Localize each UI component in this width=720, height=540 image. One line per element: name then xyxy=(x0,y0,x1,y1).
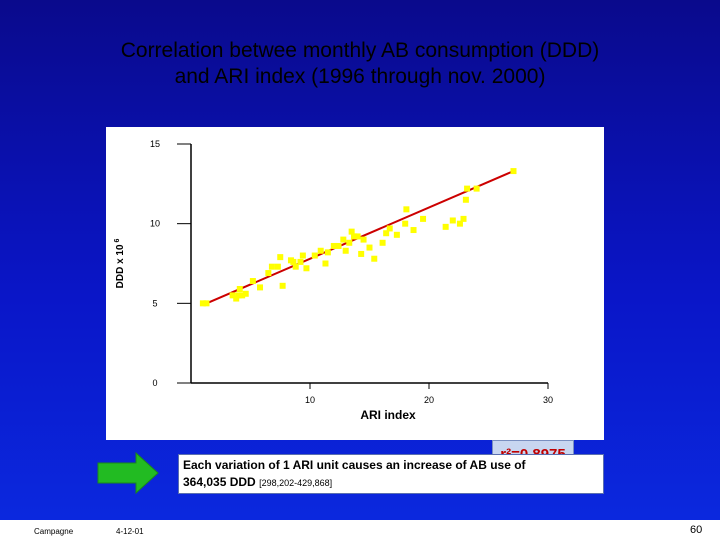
data-point xyxy=(460,215,467,222)
explanation-note: Each variation of 1 ARI unit causes an i… xyxy=(178,454,604,494)
data-point xyxy=(277,254,284,261)
data-point xyxy=(410,227,417,234)
data-point xyxy=(268,263,275,270)
data-point xyxy=(510,168,517,175)
scatter-chart: 0 5 10 15 10 20 30 ARI index DDD x 10 6 xyxy=(114,139,553,422)
data-point xyxy=(311,252,318,259)
data-point xyxy=(383,230,390,237)
page-number: 60 xyxy=(690,524,703,536)
data-point xyxy=(233,295,240,302)
data-point xyxy=(462,196,469,203)
data-point xyxy=(393,231,400,238)
data-point xyxy=(249,278,256,285)
y-tick-label: 5 xyxy=(152,298,157,308)
note-line-2: 364,035 DDD [298,202-429,868] xyxy=(183,474,599,492)
data-point xyxy=(346,239,353,246)
page-title: Correlation betwee monthly AB consumptio… xyxy=(40,38,680,90)
data-point xyxy=(324,249,331,256)
y-axis-label-text: DDD x 10 xyxy=(115,244,126,288)
data-point xyxy=(303,265,310,272)
data-point xyxy=(199,300,206,307)
data-point xyxy=(279,282,286,289)
right-arrow-icon xyxy=(96,451,160,495)
data-point xyxy=(386,225,393,232)
data-point xyxy=(239,292,246,299)
data-point xyxy=(290,258,297,265)
data-point xyxy=(292,263,299,270)
data-point xyxy=(351,233,358,240)
data-point xyxy=(402,220,409,227)
data-point xyxy=(257,284,264,291)
data-point xyxy=(299,252,306,259)
x-tick-label: 10 xyxy=(305,395,315,405)
y-tick-label: 0 xyxy=(152,378,157,388)
data-point xyxy=(371,255,378,262)
data-point xyxy=(265,270,272,277)
y-axis-label-superscript: 6 xyxy=(114,239,121,245)
footer-author: Campagne xyxy=(34,527,74,536)
data-point xyxy=(449,217,456,224)
data-point xyxy=(464,185,471,192)
data-point xyxy=(442,223,449,230)
data-point xyxy=(366,244,373,251)
data-point xyxy=(360,236,367,243)
data-point xyxy=(203,300,210,307)
data-point xyxy=(456,220,463,227)
footer-bar xyxy=(0,520,720,540)
data-point xyxy=(379,239,386,246)
data-point xyxy=(229,292,236,299)
data-point xyxy=(354,233,361,240)
data-point xyxy=(358,250,365,257)
data-point xyxy=(236,285,243,292)
data-point xyxy=(235,292,242,299)
data-point xyxy=(317,247,324,254)
data-point xyxy=(242,290,249,297)
title-line-2: and ARI index (1996 through nov. 2000) xyxy=(174,65,546,88)
data-point xyxy=(403,206,410,213)
data-point xyxy=(274,263,281,270)
y-tick-label: 15 xyxy=(150,139,160,149)
x-tick-label: 30 xyxy=(543,395,553,405)
data-point xyxy=(330,242,337,249)
y-tick-label: 10 xyxy=(150,219,160,229)
data-point xyxy=(348,228,355,235)
note-value: 364,035 DDD xyxy=(183,475,256,489)
data-point xyxy=(322,260,329,267)
data-point xyxy=(420,215,427,222)
data-point xyxy=(473,185,480,192)
note-line-1: Each variation of 1 ARI unit causes an i… xyxy=(183,458,526,472)
y-axis-label: DDD x 10 6 xyxy=(114,239,126,289)
footer-date: 4-12-01 xyxy=(116,527,144,536)
data-point xyxy=(340,236,347,243)
title-line-1: Correlation betwee monthly AB consumptio… xyxy=(120,39,600,62)
data-point xyxy=(335,242,342,249)
x-tick-label: 20 xyxy=(424,395,434,405)
data-point xyxy=(297,258,304,265)
note-interval: [298,202-429,868] xyxy=(259,478,333,488)
data-point xyxy=(342,247,349,254)
x-axis-label: ARI index xyxy=(360,408,416,422)
